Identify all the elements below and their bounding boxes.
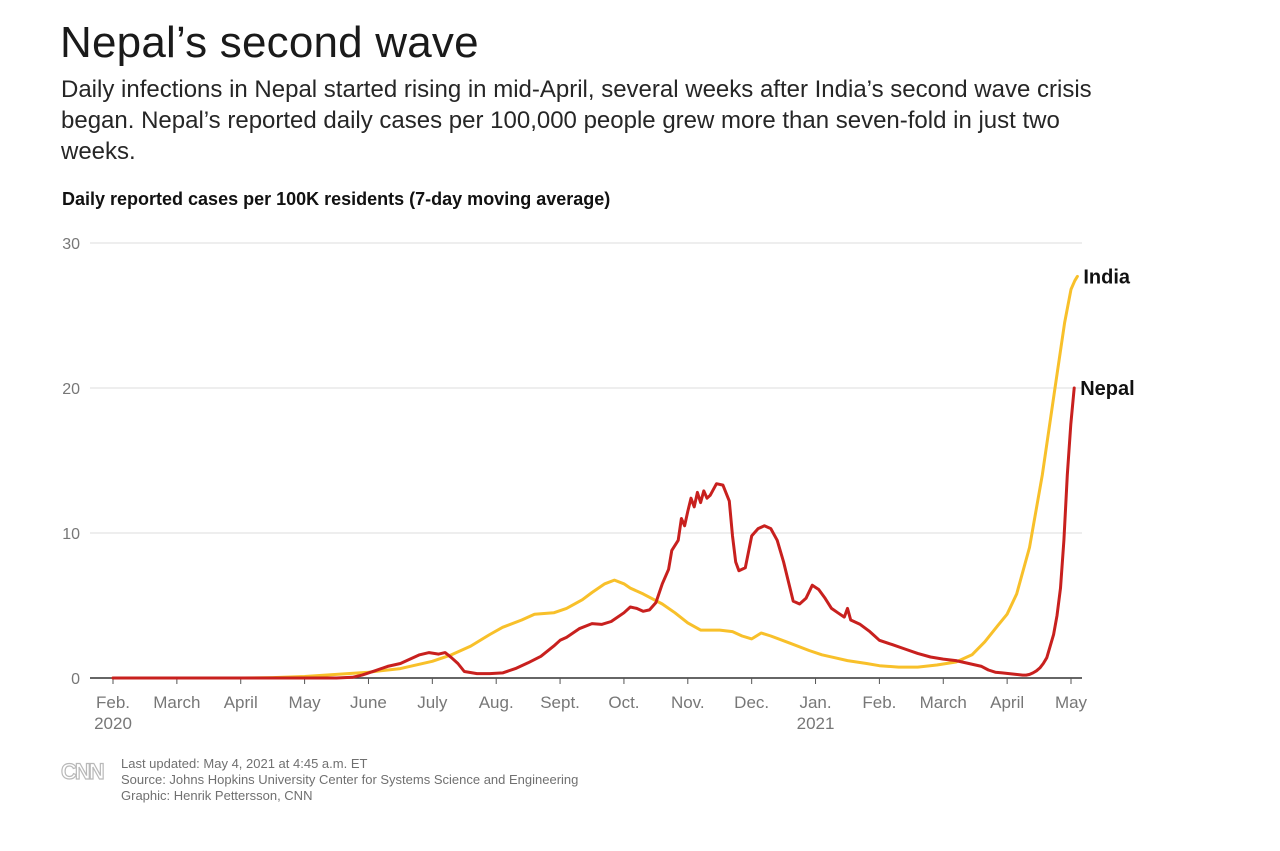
x-tick-label-5: July [417, 693, 448, 712]
x-tick-label-15: May [1055, 693, 1088, 712]
series-line-nepal [111, 386, 1076, 680]
line-chart: 0 10 20 30 Feb. 2020 March April May June July Aug.… [62, 236, 1134, 733]
footer-notes: Last updated: May 4, 2021 at 4:45 a.m. E… [121, 756, 578, 804]
source-note: Source: Johns Hopkins University Center … [121, 772, 579, 787]
x-tick-label-10: Dec. [734, 693, 769, 712]
graphic-credit: Graphic: Henrik Pettersson, CNN [121, 788, 313, 803]
y-tick-label-0: 0 [71, 671, 80, 688]
series-label-nepal: Nepal [1080, 378, 1134, 400]
y-tick-label-30: 30 [62, 236, 80, 253]
y-tick-label-10: 10 [62, 526, 80, 543]
x-tick-label-8: Oct. [608, 693, 639, 712]
series-line-india [111, 274, 1079, 680]
x-tick-label-6: Aug. [479, 693, 514, 712]
x-tick-year-label-11: 2021 [797, 714, 835, 733]
x-tick-label-11: Jan. [799, 693, 831, 712]
x-tick-label-4: June [350, 693, 387, 712]
x-tick-label-7: Sept. [540, 693, 580, 712]
x-tick-label-2: April [224, 693, 258, 712]
chart-subtitle: Daily infections in Nepal started rising… [61, 76, 1092, 165]
last-updated: Last updated: May 4, 2021 at 4:45 a.m. E… [121, 756, 368, 771]
series-label-india: India [1083, 266, 1131, 288]
x-tick-label-12: Feb. [862, 693, 896, 712]
x-tick-label-14: April [990, 693, 1024, 712]
x-tick-label-0: Feb. [96, 693, 130, 712]
x-tick-label-9: Nov. [671, 693, 705, 712]
cnn-logo-text: CNN [61, 759, 104, 784]
cnn-logo: CNN [60, 758, 106, 784]
chart-title-heading: Nepal’s second wave [60, 18, 479, 67]
x-tick-label-13: March [920, 693, 967, 712]
x-tick-label-3: May [289, 693, 322, 712]
y-tick-label-20: 20 [62, 381, 80, 398]
chart-axis-title: Daily reported cases per 100K residents … [62, 189, 611, 209]
x-tick-year-label-0: 2020 [94, 714, 132, 733]
x-tick-label-1: March [153, 693, 200, 712]
